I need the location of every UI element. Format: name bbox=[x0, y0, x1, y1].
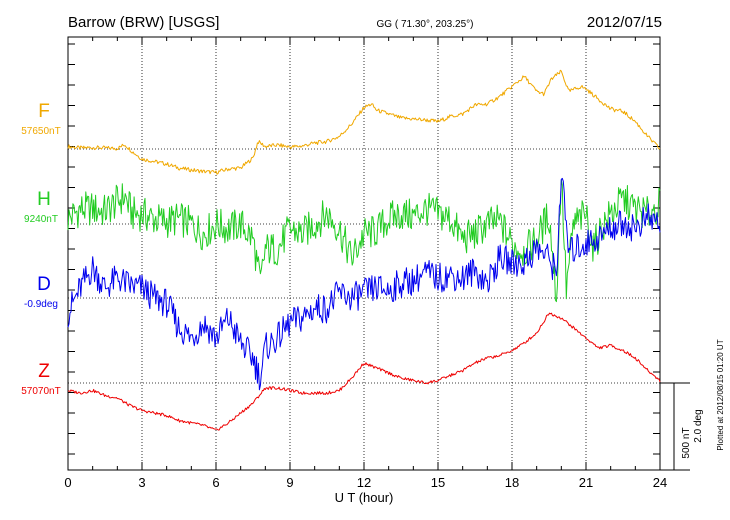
grid-lines bbox=[68, 37, 660, 470]
chart-title-center: GG ( 71.30°, 203.25°) bbox=[377, 19, 474, 30]
scale-bar: 500 nT 2.0 deg bbox=[660, 382, 704, 471]
x-tick-label: 15 bbox=[431, 475, 445, 490]
series-name-d: D bbox=[37, 274, 51, 295]
series-labels: F 57650nT H 9240nT D -0.9deg Z 57070nT bbox=[21, 101, 60, 397]
series-line-f bbox=[67, 69, 661, 175]
x-tick-label: 21 bbox=[579, 475, 593, 490]
chart-title-right: 2012/07/15 bbox=[587, 14, 662, 31]
chart-title-left: Barrow (BRW) [USGS] bbox=[68, 14, 219, 31]
series-name-h: H bbox=[37, 189, 51, 210]
x-tick-label: 24 bbox=[653, 475, 667, 490]
series-name-z: Z bbox=[38, 361, 50, 382]
series-baseline-h: 9240nT bbox=[24, 214, 58, 225]
x-axis-label: U T (hour) bbox=[335, 490, 394, 505]
series-line-d bbox=[67, 177, 661, 391]
x-tick-label: 18 bbox=[505, 475, 519, 490]
plotted-footnote: Plotted at 2012/08/15 01:20 UT bbox=[716, 339, 725, 450]
series-name-f: F bbox=[38, 101, 50, 122]
series-layer bbox=[67, 69, 661, 431]
series-line-z bbox=[67, 312, 661, 431]
series-baseline-f: 57650nT bbox=[21, 126, 60, 137]
x-tick-label: 9 bbox=[286, 475, 293, 490]
series-baseline-d: -0.9deg bbox=[24, 299, 58, 310]
y-ticks bbox=[68, 43, 660, 455]
x-ticks: 0 3 6 9 12 15 18 21 24 bbox=[64, 37, 667, 490]
scale-label-deg: 2.0 deg bbox=[693, 409, 704, 442]
series-baseline-z: 57070nT bbox=[21, 386, 60, 397]
x-tick-label: 6 bbox=[212, 475, 219, 490]
x-tick-label: 0 bbox=[64, 475, 71, 490]
x-tick-label: 12 bbox=[357, 475, 371, 490]
x-tick-label: 3 bbox=[138, 475, 145, 490]
scale-label-nt: 500 nT bbox=[681, 427, 692, 458]
